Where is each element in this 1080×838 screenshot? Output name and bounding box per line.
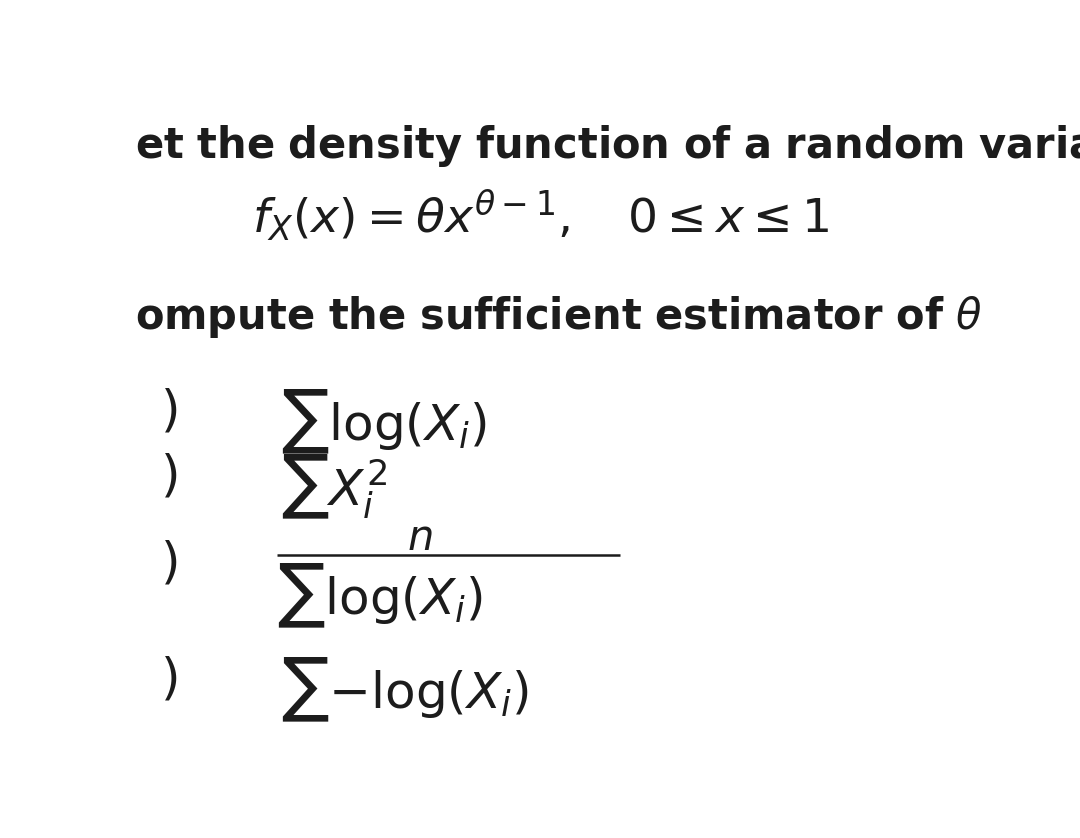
Text: $)$: $)$ bbox=[160, 540, 177, 587]
Text: $)$: $)$ bbox=[160, 453, 177, 500]
Text: $\sum {-}\mathrm{log}(X_i)$: $\sum {-}\mathrm{log}(X_i)$ bbox=[282, 655, 529, 724]
Text: $n$: $n$ bbox=[407, 517, 432, 559]
Text: $f_X(x) = \theta x^{\theta - 1},\quad 0 \leq x \leq 1$: $f_X(x) = \theta x^{\theta - 1},\quad 0 … bbox=[253, 188, 829, 244]
Text: $\sum \mathrm{log}(X_i)$: $\sum \mathrm{log}(X_i)$ bbox=[282, 388, 487, 456]
Text: $\sum X_i^2$: $\sum X_i^2$ bbox=[282, 453, 388, 520]
Text: $)$: $)$ bbox=[160, 655, 177, 703]
Text: $\sum \mathrm{log}(X_i)$: $\sum \mathrm{log}(X_i)$ bbox=[278, 562, 483, 630]
Text: $)$: $)$ bbox=[160, 388, 177, 436]
Text: $\mathbf{et\ the\ density\ function\ of\ a\ random\ variable}\ \mathit{Xt}$: $\mathbf{et\ the\ density\ function\ of\… bbox=[135, 123, 1080, 169]
Text: $\mathbf{ompute\ the\ sufficient\ estimator\ of}\ \theta$: $\mathbf{ompute\ the\ sufficient\ estima… bbox=[135, 294, 983, 340]
